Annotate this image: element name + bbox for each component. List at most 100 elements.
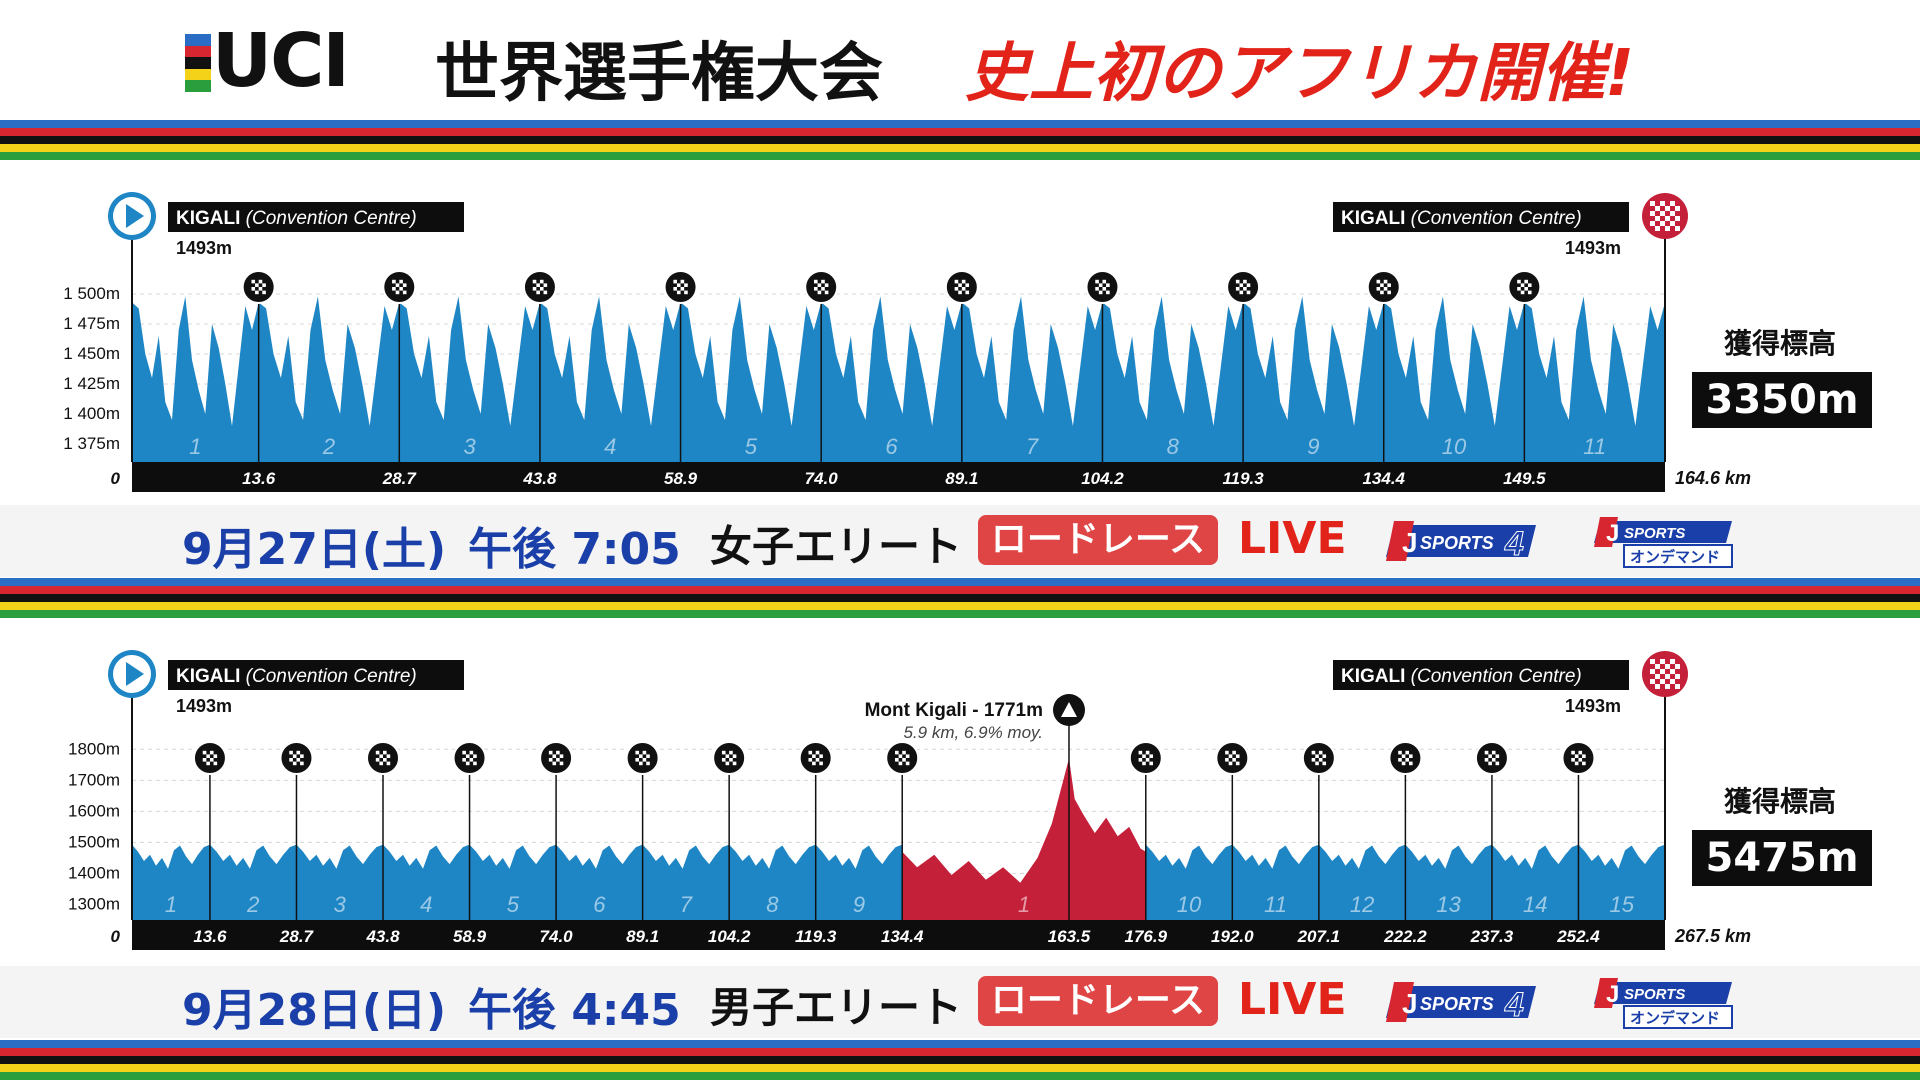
svg-text:J: J: [1402, 527, 1418, 558]
flag-square: [559, 754, 564, 758]
flag-square: [824, 283, 829, 287]
flag-square: [1138, 750, 1143, 755]
flag-square: [262, 283, 266, 287]
flag-square: [905, 761, 910, 766]
flag-square: [1228, 761, 1233, 766]
flag-square: [1582, 754, 1586, 758]
flag-square: [1408, 761, 1413, 766]
flag-square: [721, 750, 726, 755]
flag-square: [1484, 758, 1489, 762]
finish-square: [1675, 674, 1680, 679]
svg-text:J: J: [1402, 988, 1418, 1019]
summit-sub-label: 5.9 km, 6.9% moy.: [903, 723, 1043, 742]
lap-flag-icon: [279, 741, 314, 775]
finish-square: [1665, 674, 1670, 679]
start-triangle: [126, 662, 144, 686]
flag-square: [1376, 279, 1381, 284]
flag-square: [1232, 758, 1236, 762]
finish-square: [1670, 659, 1675, 664]
start-location-label: KIGALI (Convention Centre): [168, 660, 464, 690]
race-category: 男子エリート: [710, 983, 963, 1032]
finish-square: [1675, 684, 1680, 689]
lap-number: 12: [1350, 892, 1374, 917]
finish-location-label: KIGALI (Convention Centre): [1333, 660, 1629, 690]
flag-square: [725, 754, 730, 758]
flag-square: [1145, 750, 1150, 755]
flag-ring: [192, 741, 227, 775]
flag-ring: [279, 741, 314, 775]
finish-flag-icon: [1642, 651, 1688, 697]
km-tick-label: 176.9: [1125, 927, 1168, 946]
flag-ring: [452, 741, 487, 775]
flag-square: [1239, 290, 1244, 295]
mens-broadcast-bar: 9月28日(日) 午後 4:45 男子エリート ロードレース LIVE J SP…: [0, 966, 1920, 1038]
summit-label: Mont Kigali - 1771m: [865, 700, 1043, 721]
finish-square: [1665, 684, 1670, 689]
flag-square: [209, 758, 214, 762]
finish-square: [1670, 211, 1675, 216]
flag-ring: [1366, 270, 1401, 304]
flag-square: [1578, 758, 1583, 762]
flag-square: [465, 754, 470, 758]
flag-square: [1488, 761, 1492, 766]
flag-square: [1574, 761, 1579, 766]
lap-number: 13: [1436, 892, 1461, 917]
flag-square: [954, 279, 959, 284]
flag-ring: [1507, 270, 1542, 304]
lap-number: 14: [1523, 892, 1547, 917]
jsports-ondemand-logo-icon: J SPORTS オンデマンド: [1594, 517, 1733, 568]
flag-square: [639, 754, 643, 758]
km-tick-label: 222.2: [1383, 927, 1427, 946]
flag-square: [815, 758, 820, 762]
profile-area-lap: [539, 296, 681, 462]
flag-square: [539, 279, 544, 284]
flag-ring: [885, 741, 920, 775]
flag-square: [255, 290, 259, 295]
flag-square: [296, 750, 301, 755]
lap-flag-icon: [1366, 270, 1401, 304]
lap-number: 3: [334, 892, 347, 917]
flag-square: [1228, 754, 1233, 758]
flag-square: [954, 287, 959, 291]
flag-square: [1145, 758, 1150, 762]
flag-square: [1484, 750, 1489, 755]
flag-square: [1322, 754, 1327, 758]
jsports4-logo-icon: J SPORTS 4: [1386, 982, 1536, 1024]
elevation-gain-label: 獲得標高: [1723, 327, 1836, 360]
flag-square: [209, 750, 214, 755]
flag-square: [635, 750, 640, 755]
flag-square: [1376, 287, 1381, 291]
flag-square: [1098, 283, 1103, 287]
lap-flag-icon: [366, 741, 401, 775]
lap-number: 6: [885, 434, 898, 459]
finish-square: [1650, 201, 1655, 206]
finish-square: [1650, 211, 1655, 216]
flag-square: [895, 758, 899, 762]
profile-area-lap: [642, 844, 730, 920]
y-tick-label: 1 375m: [63, 434, 120, 453]
flag-square: [1318, 758, 1323, 762]
finish-square: [1665, 216, 1670, 221]
flag-square: [383, 750, 387, 755]
ondemand-label: オンデマンド: [1630, 548, 1720, 566]
race-time: 午後 4:45: [468, 985, 681, 1036]
km-tick-label: 58.9: [664, 469, 698, 488]
lap-number: 4: [420, 892, 432, 917]
flag-square: [680, 287, 685, 291]
flag-square: [300, 754, 304, 758]
flag-square: [1387, 290, 1391, 295]
jsports4-brand: SPORTS: [1420, 994, 1494, 1014]
lap-flag-icon: [1561, 741, 1596, 775]
finish-square: [1665, 226, 1670, 231]
flag-square: [559, 761, 564, 766]
flag-square: [379, 754, 384, 758]
flag-square: [732, 754, 737, 758]
finish-elevation: 1493m: [1565, 238, 1621, 258]
flag-square: [684, 283, 688, 287]
flag-square: [1527, 283, 1532, 287]
profile-area-lap: [680, 296, 822, 462]
finish-square: [1655, 664, 1660, 669]
km-tick-label: 237.3: [1470, 927, 1514, 946]
mens-profile-svg: 1800m 1700m 1600m 1500m 1400m 1300m 0 267.5 km 1…: [68, 650, 1751, 950]
race-date: 9月27日(土): [182, 524, 447, 575]
